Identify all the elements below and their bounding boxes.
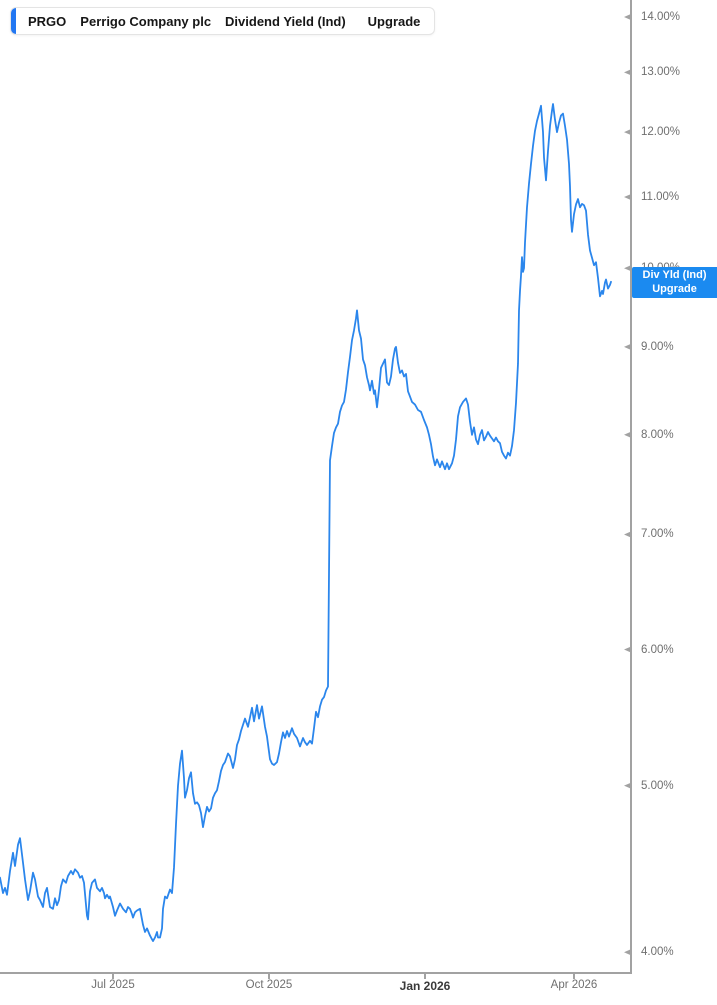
y-axis-label: 11.00% (641, 191, 680, 204)
series-badge-line2: Upgrade (652, 282, 697, 295)
chart-header: PRGO Perrigo Company plc Dividend Yield … (10, 7, 436, 35)
upgrade-link[interactable]: Upgrade (367, 13, 421, 29)
y-tick-mark (624, 129, 630, 135)
y-axis-label: 9.00% (641, 340, 674, 353)
series-badge-line1: Div Yld (Ind) (642, 268, 707, 281)
y-tick-mark (624, 69, 630, 75)
ticker-symbol: PRGO (28, 13, 67, 29)
y-tick-mark (624, 344, 630, 350)
x-axis-label: Jan 2026 (399, 979, 451, 993)
y-tick-mark (624, 646, 630, 653)
metric-name: Dividend Yield (Ind) (225, 13, 346, 29)
y-axis-label: 7.00% (641, 528, 674, 541)
y-tick-mark (624, 432, 630, 438)
y-axis-label: 8.00% (641, 428, 674, 441)
y-tick-mark (624, 531, 630, 538)
y-tick-mark (624, 14, 630, 20)
y-tick-mark (624, 194, 630, 200)
company-name: Perrigo Company plc (80, 13, 212, 29)
y-axis-label: 12.00% (641, 126, 681, 139)
series-badge: Div Yld (Ind) Upgrade (632, 266, 717, 298)
x-axis-label: Jul 2025 (91, 979, 135, 991)
y-axis-label: 4.00% (641, 946, 674, 959)
y-axis-label: 13.00% (641, 66, 681, 79)
y-axis-label: 14.00% (641, 11, 681, 23)
y-tick-mark (624, 265, 630, 271)
y-axis-label: 6.00% (641, 643, 674, 656)
header-accent-bar (11, 8, 16, 34)
y-tick-mark (624, 949, 630, 955)
x-axis-label: Apr 2026 (550, 979, 598, 991)
x-axis-label: Oct 2025 (245, 979, 293, 991)
y-axis-label: 5.00% (641, 779, 674, 792)
y-tick-mark (624, 783, 630, 789)
yield-line-series (0, 103, 612, 942)
